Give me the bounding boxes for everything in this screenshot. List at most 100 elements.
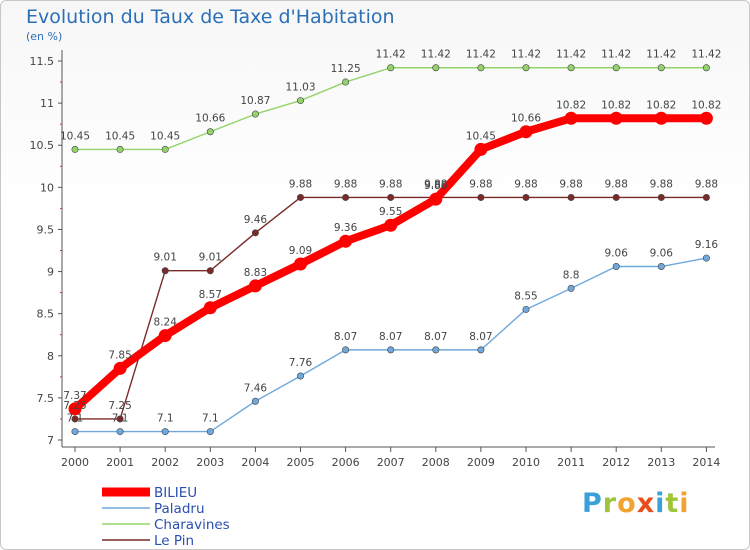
data-label: 7.1 (112, 413, 129, 425)
data-label: 9.06 (605, 248, 629, 260)
data-point (522, 64, 530, 72)
data-label: 9.36 (334, 222, 358, 234)
data-point (251, 110, 259, 118)
data-label: 11.42 (376, 49, 406, 61)
data-label: 9.88 (650, 178, 673, 190)
data-point (657, 263, 665, 271)
data-point (657, 193, 665, 201)
data-label: 10.45 (466, 130, 496, 142)
data-label: 11.42 (601, 49, 631, 61)
y-tick-label: 10.5 (30, 139, 55, 152)
data-point (474, 142, 488, 156)
data-point (68, 402, 82, 416)
data-point (384, 218, 398, 232)
data-label: 10.45 (105, 130, 135, 142)
x-tick-label: 2013 (647, 456, 675, 469)
data-label: 9.88 (695, 178, 718, 190)
data-label: 9.88 (605, 178, 628, 190)
data-point (71, 145, 79, 153)
data-label: 9.88 (514, 178, 537, 190)
y-tick-label: 9.5 (37, 223, 55, 236)
data-point (702, 64, 710, 72)
data-point (339, 234, 353, 248)
data-label: 11.03 (285, 82, 315, 94)
data-point (564, 111, 578, 125)
data-label: 8.07 (424, 331, 447, 343)
data-label: 8.57 (199, 289, 222, 301)
chart-title: Evolution du Taux de Taxe d'Habitation (26, 6, 395, 28)
data-point (161, 145, 169, 153)
data-label: 11.42 (646, 49, 676, 61)
data-point (206, 267, 214, 275)
data-label: 8.83 (244, 267, 267, 279)
data-label: 9.46 (244, 214, 268, 226)
data-label: 11.42 (466, 49, 496, 61)
data-label: 9.88 (559, 178, 582, 190)
x-tick-label: 2005 (287, 456, 315, 469)
x-tick-label: 2002 (151, 456, 179, 469)
y-tick-label: 11 (40, 97, 54, 110)
data-point (609, 111, 623, 125)
data-point (477, 64, 485, 72)
y-tick-label: 9 (47, 266, 54, 279)
x-tick-label: 2007 (377, 456, 405, 469)
x-tick-label: 2008 (422, 456, 450, 469)
data-point (522, 193, 530, 201)
data-label: 10.82 (556, 99, 586, 111)
data-point (519, 125, 533, 139)
data-label: 11.42 (556, 49, 586, 61)
y-tick-label: 7.5 (37, 392, 55, 405)
y-tick-label: 7 (47, 434, 54, 447)
x-tick-label: 2009 (467, 456, 495, 469)
data-label: 10.87 (240, 95, 270, 107)
data-label: 10.66 (195, 113, 225, 125)
data-label: 8.07 (379, 331, 402, 343)
data-point (432, 346, 440, 354)
x-tick-label: 2001 (106, 456, 134, 469)
data-point (294, 257, 307, 271)
data-label: 8.55 (514, 290, 537, 302)
data-point (342, 346, 350, 354)
data-label: 10.45 (60, 130, 90, 142)
data-point (158, 329, 172, 343)
data-label: 9.16 (695, 239, 719, 251)
data-point (296, 372, 304, 380)
data-point (387, 346, 395, 354)
data-label: 11.42 (421, 49, 451, 61)
data-point (612, 193, 620, 201)
data-label: 7.1 (157, 413, 174, 425)
data-point (71, 428, 79, 436)
data-label: 9.88 (334, 178, 357, 190)
data-label: 10.82 (646, 99, 676, 111)
data-point (699, 111, 713, 125)
x-tick-label: 2003 (196, 456, 224, 469)
legend-label: Paladru (154, 501, 205, 517)
data-label: 8.07 (334, 331, 357, 343)
data-point (657, 64, 665, 72)
data-label: 7.85 (108, 349, 131, 361)
data-point (612, 64, 620, 72)
data-label: 7.25 (63, 400, 86, 412)
data-label: 9.01 (154, 252, 177, 264)
data-label: 7.37 (63, 390, 86, 402)
x-tick-label: 2000 (61, 456, 89, 469)
data-label: 8.07 (469, 331, 492, 343)
data-point (567, 284, 575, 292)
data-label: 7.46 (244, 382, 268, 394)
data-point (296, 97, 304, 105)
data-label: 7.1 (202, 413, 219, 425)
data-label: 7.76 (289, 357, 313, 369)
data-label: 10.45 (150, 130, 180, 142)
legend-label: BILIEU (154, 485, 197, 501)
data-point (296, 193, 304, 201)
data-point (161, 267, 169, 275)
data-point (251, 229, 259, 237)
data-label: 8.24 (154, 317, 178, 329)
data-point (429, 192, 443, 206)
data-point (477, 346, 485, 354)
data-label: 9.88 (379, 178, 402, 190)
y-tick-label: 11.5 (30, 55, 55, 68)
x-tick-label: 2010 (512, 456, 540, 469)
data-label: 11.42 (511, 49, 541, 61)
